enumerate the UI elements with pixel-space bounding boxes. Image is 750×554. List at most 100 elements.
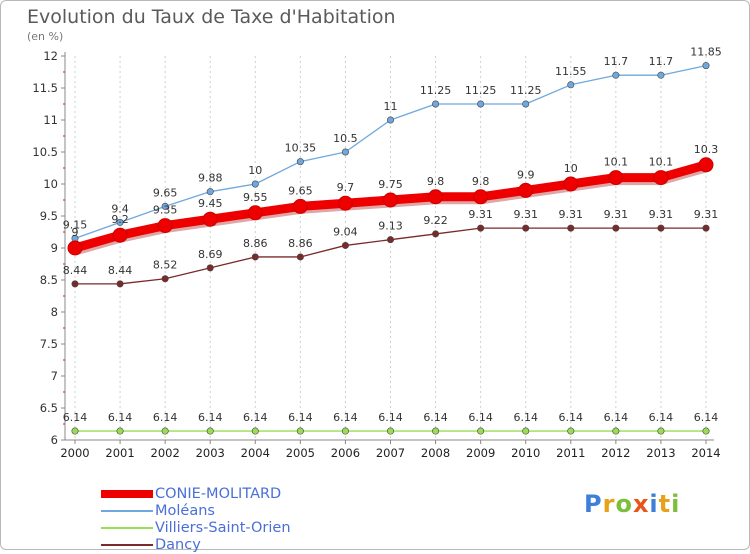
data-point <box>383 192 398 208</box>
data-point <box>432 230 440 238</box>
data-label: 9 <box>72 226 79 239</box>
data-point <box>337 195 353 211</box>
data-point <box>522 224 530 232</box>
data-point <box>522 100 530 108</box>
data-label: 8.44 <box>108 264 133 277</box>
x-tick-label: 2007 <box>376 446 405 460</box>
data-point <box>296 253 304 261</box>
data-point <box>657 224 665 232</box>
data-label: 10.1 <box>649 156 674 169</box>
y-tick-label: 9.5 <box>40 209 58 223</box>
data-point <box>71 427 79 435</box>
data-point <box>116 218 124 226</box>
y-tick-label: 8.5 <box>40 273 58 287</box>
data-point <box>206 427 214 435</box>
data-label: 9.31 <box>604 208 629 221</box>
legend-label-dancy: Dancy <box>155 537 201 553</box>
data-label: 9.8 <box>427 175 445 188</box>
data-label: 6.14 <box>153 411 178 424</box>
data-point <box>567 81 575 89</box>
data-point <box>477 427 485 435</box>
data-label: 8.86 <box>288 237 313 250</box>
x-tick-label: 2012 <box>601 446 630 460</box>
data-point <box>432 100 440 108</box>
data-label: 9.75 <box>378 178 403 191</box>
data-point <box>657 71 665 79</box>
data-label: 9.55 <box>243 191 268 204</box>
legend-swatch-dancy <box>101 544 153 546</box>
data-label: 6.14 <box>604 411 629 424</box>
data-label: 11.25 <box>420 84 452 97</box>
data-label: 11.7 <box>604 55 629 68</box>
data-label: 8.52 <box>153 259 178 272</box>
y-tick-label: 10.5 <box>32 145 58 159</box>
data-label: 9.04 <box>333 225 358 238</box>
data-point <box>567 427 575 435</box>
y-tick-label: 7 <box>51 369 58 383</box>
data-point <box>612 224 620 232</box>
x-tick-label: 2004 <box>241 446 270 460</box>
data-point <box>653 170 669 186</box>
data-label: 6.14 <box>378 411 403 424</box>
data-point <box>522 427 530 435</box>
data-point <box>702 62 710 70</box>
data-label: 10 <box>564 162 578 175</box>
x-tick-label: 2000 <box>60 446 89 460</box>
data-point <box>112 227 128 243</box>
x-tick-label: 2010 <box>511 446 540 460</box>
data-point <box>202 211 218 227</box>
y-tick-label: 6 <box>51 433 58 447</box>
data-point <box>161 275 169 283</box>
data-label: 6.14 <box>108 411 133 424</box>
data-point <box>657 427 665 435</box>
y-tick-label: 8 <box>51 305 58 319</box>
data-point <box>518 182 534 198</box>
x-tick-label: 2008 <box>421 446 450 460</box>
data-label: 11 <box>384 100 398 113</box>
data-label: 6.14 <box>513 411 538 424</box>
y-tick-label: 10 <box>43 177 58 191</box>
data-point <box>251 427 259 435</box>
data-point <box>563 176 579 192</box>
chart-title: Evolution du Taux de Taxe d'Habitation <box>27 6 396 28</box>
data-label: 6.14 <box>63 411 88 424</box>
data-point <box>251 253 259 261</box>
logo-letter: x <box>632 490 650 518</box>
data-label: 6.14 <box>333 411 358 424</box>
y-tick-label: 9 <box>51 241 58 255</box>
data-label: 9.31 <box>559 208 584 221</box>
x-tick-label: 2011 <box>556 446 585 460</box>
data-label: 6.14 <box>198 411 223 424</box>
data-label: 9.31 <box>649 208 674 221</box>
logo-letter: i <box>649 490 659 518</box>
data-point <box>386 236 394 244</box>
data-point <box>206 264 214 272</box>
y-tick-label: 12 <box>43 49 58 63</box>
data-point <box>292 198 308 214</box>
data-point <box>157 218 173 234</box>
data-label: 9.8 <box>472 175 490 188</box>
data-point <box>702 224 710 232</box>
data-label: 10.1 <box>604 156 629 169</box>
data-label: 8.44 <box>63 264 88 277</box>
data-point <box>251 180 259 188</box>
data-point <box>296 158 304 166</box>
data-label: 10.35 <box>285 142 317 155</box>
data-point <box>116 427 124 435</box>
data-label: 11.25 <box>465 84 497 97</box>
data-label: 9.88 <box>198 172 223 185</box>
data-point <box>386 427 394 435</box>
data-point <box>71 280 79 288</box>
data-label: 6.14 <box>694 411 719 424</box>
data-point <box>428 189 444 205</box>
data-point <box>247 205 263 221</box>
x-tick-label: 2009 <box>466 446 495 460</box>
data-label: 9.45 <box>198 197 223 210</box>
data-label: 11.7 <box>649 55 674 68</box>
data-label: 9.2 <box>111 213 129 226</box>
data-point <box>67 240 83 256</box>
data-label: 9.15 <box>63 218 88 231</box>
data-point <box>477 100 485 108</box>
x-tick-label: 2001 <box>105 446 134 460</box>
